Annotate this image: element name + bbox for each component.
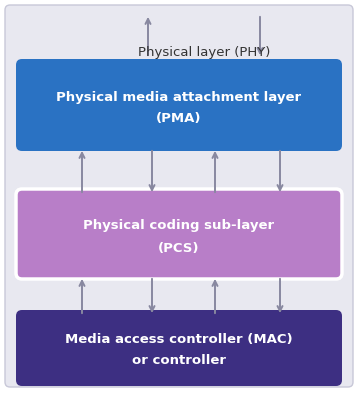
- FancyBboxPatch shape: [16, 310, 342, 386]
- Text: Physical layer (PHY): Physical layer (PHY): [138, 45, 270, 58]
- Text: or controller: or controller: [132, 353, 226, 366]
- Text: Physical media attachment layer: Physical media attachment layer: [56, 91, 302, 104]
- Text: Physical coding sub-layer: Physical coding sub-layer: [83, 219, 275, 232]
- Text: (PMA): (PMA): [156, 112, 202, 125]
- Text: (PCS): (PCS): [158, 242, 200, 255]
- FancyBboxPatch shape: [5, 5, 353, 387]
- Text: Media access controller (MAC): Media access controller (MAC): [65, 333, 293, 346]
- FancyBboxPatch shape: [16, 59, 342, 151]
- FancyBboxPatch shape: [16, 189, 342, 279]
